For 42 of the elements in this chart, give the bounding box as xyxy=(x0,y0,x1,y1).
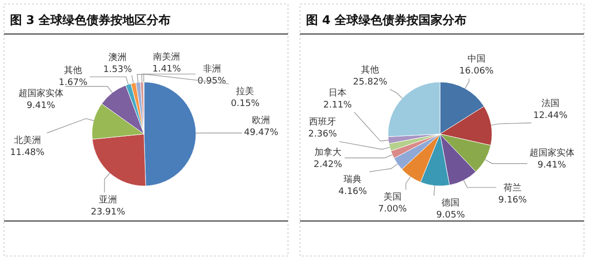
slice-label: 西班牙 xyxy=(309,116,336,128)
data-label: 9.16% xyxy=(498,195,528,206)
data-label: 1.53% xyxy=(103,64,132,75)
data-label: 25.82% xyxy=(353,77,388,88)
data-label: 2.11% xyxy=(323,100,352,110)
data-label: 9.41% xyxy=(538,160,567,171)
slice-label: 德国 xyxy=(442,198,460,209)
slice-label: 荷兰 xyxy=(504,182,522,194)
slice-label: 加拿大 xyxy=(314,147,342,158)
data-label: 9.05% xyxy=(436,210,466,221)
chart-title: 图 3 全球绿色债券按地区分布 xyxy=(10,13,171,27)
slice-label: 其他 xyxy=(64,64,82,76)
slice-label: 超国家实体 xyxy=(18,88,64,100)
data-label: 1.67% xyxy=(58,78,88,88)
data-label: 4.16% xyxy=(338,186,368,197)
data-label: 23.91% xyxy=(90,207,126,218)
slice-label: 南美洲 xyxy=(153,51,180,62)
data-label: 11.48% xyxy=(10,148,45,158)
data-label: 2.36% xyxy=(308,130,338,140)
data-label: 2.42% xyxy=(314,160,343,170)
slice-label: 拉美 xyxy=(236,86,254,97)
slice-label: 日本 xyxy=(328,87,347,98)
slice-label: 中国 xyxy=(467,54,486,65)
slice-label: 法国 xyxy=(541,98,560,109)
slice-label: 非洲 xyxy=(202,63,221,74)
data-label: 16.06% xyxy=(459,66,494,77)
slice-label: 超国家实体 xyxy=(529,148,574,159)
data-label: 1.41% xyxy=(152,64,182,74)
slice-label: 欧洲 xyxy=(252,115,270,126)
data-label: 0.15% xyxy=(230,98,260,109)
slice-label: 亚洲 xyxy=(99,194,118,206)
data-label: 49.47% xyxy=(244,128,279,138)
data-label: 7.00% xyxy=(378,204,408,215)
slice-label: 澳洲 xyxy=(108,52,127,63)
slice-label: 瑞典 xyxy=(344,174,362,185)
data-label: 0.95% xyxy=(198,76,227,86)
slice-label: 北美洲 xyxy=(14,134,41,146)
data-label: 9.41% xyxy=(26,101,56,112)
chart-title: 图 4 全球绿色债券按国家分布 xyxy=(306,13,467,27)
slice-label: 其他 xyxy=(361,64,380,76)
data-label: 12.44% xyxy=(533,110,568,121)
slice-label: 美国 xyxy=(383,192,402,203)
